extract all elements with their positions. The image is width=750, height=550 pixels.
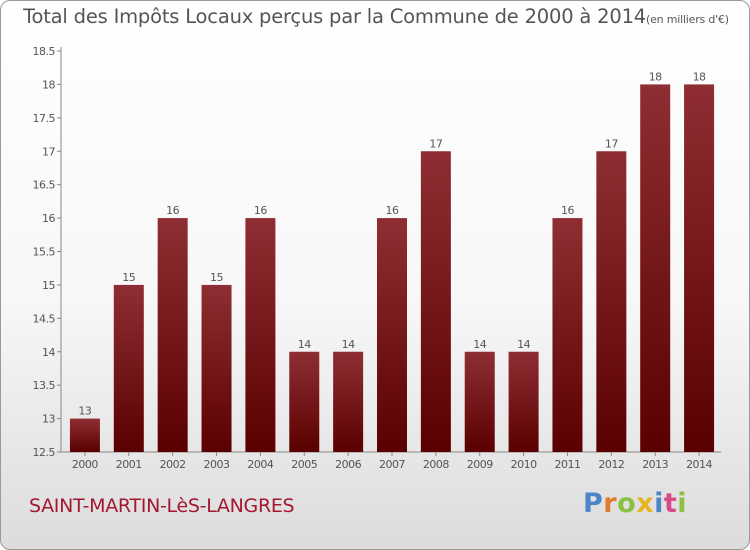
bar-value-label: 13 xyxy=(78,405,91,418)
y-tick-label: 15.5 xyxy=(33,246,56,259)
x-tick-label: 2006 xyxy=(335,458,361,471)
y-tick-label: 16 xyxy=(42,212,55,225)
bar-value-label: 16 xyxy=(561,204,574,217)
x-tick-label: 2008 xyxy=(423,458,449,471)
x-tick-label: 2009 xyxy=(467,458,493,471)
chart-title-main: Total des Impôts Locaux perçus par la Co… xyxy=(23,5,646,28)
bar xyxy=(552,218,583,452)
y-tick-label: 15 xyxy=(42,279,55,292)
plot-area: 12.5 13 13.5 14 14.5 15 15.5 16 16.5 17 17.5 18 18.5… xyxy=(33,45,721,471)
bar xyxy=(157,218,188,452)
chart-title: Total des Impôts Locaux perçus par la Co… xyxy=(1,5,749,28)
x-tick-label: 2010 xyxy=(511,458,537,471)
bar-value-label: 16 xyxy=(386,204,399,217)
bar-value-label: 16 xyxy=(166,204,179,217)
bar xyxy=(201,284,232,452)
bar-value-label: 18 xyxy=(649,70,662,83)
bar xyxy=(420,151,451,452)
y-tick-label: 14.5 xyxy=(33,312,56,325)
x-tick-label: 2002 xyxy=(160,458,186,471)
bar-value-label: 17 xyxy=(605,137,618,150)
y-tick-label: 13.5 xyxy=(33,379,56,392)
proxiti-logo: Proxiti xyxy=(583,488,688,519)
bar xyxy=(464,351,495,452)
y-tick-label: 13 xyxy=(42,413,55,426)
x-tick-label: 2005 xyxy=(291,458,317,471)
bar xyxy=(684,84,715,453)
y-tick-label: 16.5 xyxy=(33,179,56,192)
bar-value-label: 14 xyxy=(517,338,530,351)
bar xyxy=(333,351,364,452)
x-tick-label: 2001 xyxy=(116,458,142,471)
bar xyxy=(69,418,100,452)
town-name: SAINT-MARTIN-LèS-LANGRES xyxy=(29,495,295,517)
x-tick-label: 2013 xyxy=(642,458,668,471)
bar-value-label: 14 xyxy=(298,338,311,351)
x-tick-label: 2007 xyxy=(379,458,405,471)
x-tick-label: 2000 xyxy=(72,458,98,471)
bar-value-label: 15 xyxy=(122,271,135,284)
y-tick-label: 17 xyxy=(42,145,55,158)
x-tick-label: 2012 xyxy=(598,458,624,471)
bar xyxy=(508,351,539,452)
y-tick-label: 18 xyxy=(42,78,55,91)
x-tick-label: 2003 xyxy=(204,458,230,471)
y-tick-label: 18.5 xyxy=(33,45,56,58)
bar xyxy=(289,351,320,452)
bar xyxy=(640,84,671,453)
x-tick-label: 2014 xyxy=(686,458,712,471)
bar xyxy=(113,284,144,452)
y-tick-label: 14 xyxy=(42,346,55,359)
y-tick-label: 17.5 xyxy=(33,112,56,125)
bar xyxy=(245,218,276,452)
x-tick-label: 2004 xyxy=(247,458,273,471)
bar-value-label: 15 xyxy=(210,271,223,284)
bar xyxy=(596,151,627,452)
bar-value-label: 14 xyxy=(342,338,355,351)
bar xyxy=(377,218,407,452)
x-tick-label: 2011 xyxy=(554,458,580,471)
bar-value-label: 16 xyxy=(254,204,267,217)
chart-title-unit: (en milliers d'€) xyxy=(646,13,729,26)
bar-value-label: 18 xyxy=(693,70,706,83)
bar-value-label: 17 xyxy=(429,137,442,150)
bar-value-label: 14 xyxy=(473,338,486,351)
y-tick-label: 12.5 xyxy=(33,446,56,459)
